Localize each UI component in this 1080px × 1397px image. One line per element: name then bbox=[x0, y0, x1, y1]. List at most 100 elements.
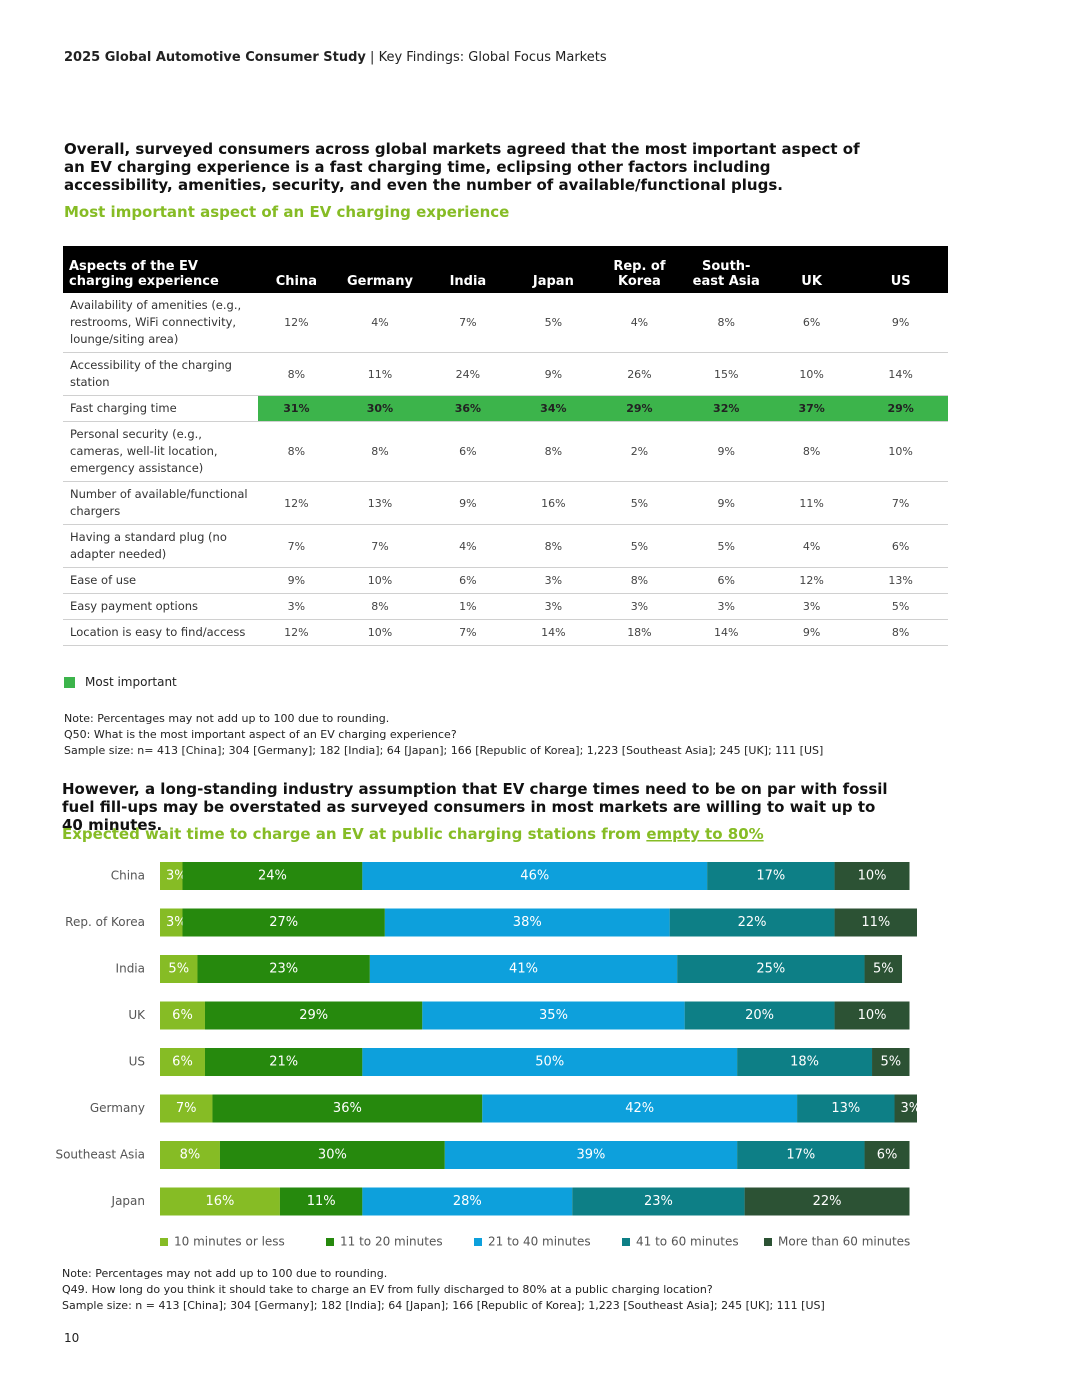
data-label: 6% bbox=[877, 1148, 898, 1163]
data-label: 29% bbox=[299, 1008, 328, 1023]
table-row: Fast charging time 31% 30% 36% 34% 29% 32% 37% 2… bbox=[63, 395, 948, 422]
cell: 7% bbox=[425, 293, 511, 353]
data-label: 13% bbox=[831, 1101, 860, 1116]
note-line: Sample size: n= 413 [China]; 304 [German… bbox=[64, 744, 824, 757]
legend-label: 41 to 60 minutes bbox=[636, 1235, 739, 1249]
chart-title-link: empty to 80% bbox=[646, 825, 763, 843]
table-row: Having a standard plug (no adapter neede… bbox=[63, 524, 948, 568]
legend-label: 11 to 20 minutes bbox=[340, 1235, 443, 1249]
intro: Overall, surveyed consumers across globa… bbox=[64, 140, 860, 194]
page-number: 10 bbox=[64, 1331, 80, 1345]
cell: 15% bbox=[682, 352, 770, 396]
bar-segment bbox=[422, 1001, 685, 1030]
cell: 29% bbox=[853, 395, 948, 422]
row-label: Easy payment options bbox=[63, 593, 259, 620]
legend-label: 21 to 40 minutes bbox=[488, 1235, 591, 1249]
table-row: Ease of use 9% 10% 6% 3% 8% 6% 12% 13% bbox=[63, 567, 948, 594]
cell: 7% bbox=[258, 524, 335, 568]
note-line: Note: Percentages may not add up to 100 … bbox=[62, 1267, 388, 1280]
data-label: 3% bbox=[166, 869, 187, 884]
data-label: 38% bbox=[513, 915, 542, 930]
cell: 9% bbox=[682, 421, 770, 482]
category-label: Germany bbox=[90, 1101, 145, 1115]
data-label: 21% bbox=[269, 1055, 298, 1070]
bar-segment bbox=[182, 862, 363, 890]
row-label: Having a standard plug (no adapter neede… bbox=[63, 524, 259, 568]
column-header: Aspects of the EV charging experience bbox=[63, 246, 259, 293]
data-label: 28% bbox=[453, 1194, 482, 1209]
bar-segment bbox=[160, 862, 183, 890]
cell: 8% bbox=[510, 524, 597, 568]
data-label: 24% bbox=[258, 869, 287, 884]
bar-segment bbox=[834, 1001, 910, 1030]
data-label: 39% bbox=[577, 1148, 606, 1163]
bar-segment bbox=[384, 908, 670, 937]
cell: 29% bbox=[596, 395, 683, 422]
category-label: UK bbox=[128, 1008, 146, 1022]
data-label: 41% bbox=[509, 962, 538, 977]
cell: 2% bbox=[596, 421, 683, 482]
data-label: 46% bbox=[520, 869, 549, 884]
bar-segment bbox=[182, 908, 385, 937]
bar-segment bbox=[572, 1187, 745, 1216]
cell: 3% bbox=[510, 567, 597, 594]
category-label: Southeast Asia bbox=[55, 1148, 145, 1162]
bar-segment bbox=[872, 1048, 910, 1076]
cell: 12% bbox=[258, 293, 335, 353]
bar-segment bbox=[362, 862, 708, 890]
cell: 9% bbox=[510, 352, 597, 396]
legend-swatch bbox=[326, 1238, 334, 1246]
cell: 8% bbox=[769, 421, 854, 482]
bar-segment bbox=[864, 1141, 910, 1169]
chart-title-text: Expected wait time to charge an EV at pu… bbox=[62, 825, 641, 843]
notes: Note: Percentages may not add up to 100 … bbox=[62, 1266, 825, 1314]
category-label: India bbox=[116, 962, 145, 976]
cell: 7% bbox=[853, 481, 948, 525]
cell: 30% bbox=[334, 395, 426, 422]
cell: 10% bbox=[853, 421, 948, 482]
cell: 16% bbox=[510, 481, 597, 525]
category-label: Japan bbox=[111, 1194, 145, 1208]
cell: 12% bbox=[769, 567, 854, 594]
data-label: 25% bbox=[756, 962, 785, 977]
table-row: Number of available/functional chargers 1… bbox=[63, 481, 948, 525]
cell: 3% bbox=[682, 593, 770, 620]
data-label: 23% bbox=[644, 1194, 673, 1209]
data-label: 17% bbox=[786, 1148, 815, 1163]
cell: 1% bbox=[425, 593, 511, 620]
cell: 6% bbox=[425, 421, 511, 482]
bar-segment bbox=[160, 1094, 213, 1123]
intro: However, a long-standing industry assump… bbox=[62, 780, 888, 834]
bar-segment bbox=[482, 1094, 798, 1123]
cell: 12% bbox=[258, 481, 335, 525]
data-label: 36% bbox=[333, 1101, 362, 1116]
data-label: 20% bbox=[745, 1008, 774, 1023]
cell: 3% bbox=[258, 593, 335, 620]
cell: 32% bbox=[682, 395, 770, 422]
bar-segment bbox=[707, 862, 835, 890]
legend-label: More than 60 minutes bbox=[778, 1235, 910, 1249]
bar-segment bbox=[160, 908, 183, 937]
cell: 6% bbox=[853, 524, 948, 568]
cell: 8% bbox=[682, 293, 770, 353]
bar-segment bbox=[444, 1141, 738, 1169]
data-label: 8% bbox=[180, 1148, 201, 1163]
cell: 26% bbox=[596, 352, 683, 396]
cell: 4% bbox=[769, 524, 854, 568]
note-line: Sample size: n = 413 [China]; 304 [Germa… bbox=[62, 1299, 825, 1312]
table: Aspects of the EV charging experience Chi… bbox=[63, 246, 948, 646]
column-header: Rep. of Korea bbox=[596, 246, 683, 293]
data-label: 35% bbox=[539, 1008, 568, 1023]
cell: 5% bbox=[853, 593, 948, 620]
category-label: China bbox=[111, 869, 145, 883]
cell: 3% bbox=[510, 593, 597, 620]
legend-swatch bbox=[622, 1238, 630, 1246]
note-line: Note: Percentages may not add up to 100 … bbox=[64, 712, 390, 725]
cell: 24% bbox=[425, 352, 511, 396]
cell: 8% bbox=[334, 593, 426, 620]
data-label: 17% bbox=[756, 869, 785, 884]
bar-segment bbox=[362, 1187, 573, 1216]
data-label: 7% bbox=[176, 1101, 197, 1116]
column-header: US bbox=[853, 246, 948, 293]
chart: Expected wait time to charge an EV at pu… bbox=[55, 825, 921, 1249]
